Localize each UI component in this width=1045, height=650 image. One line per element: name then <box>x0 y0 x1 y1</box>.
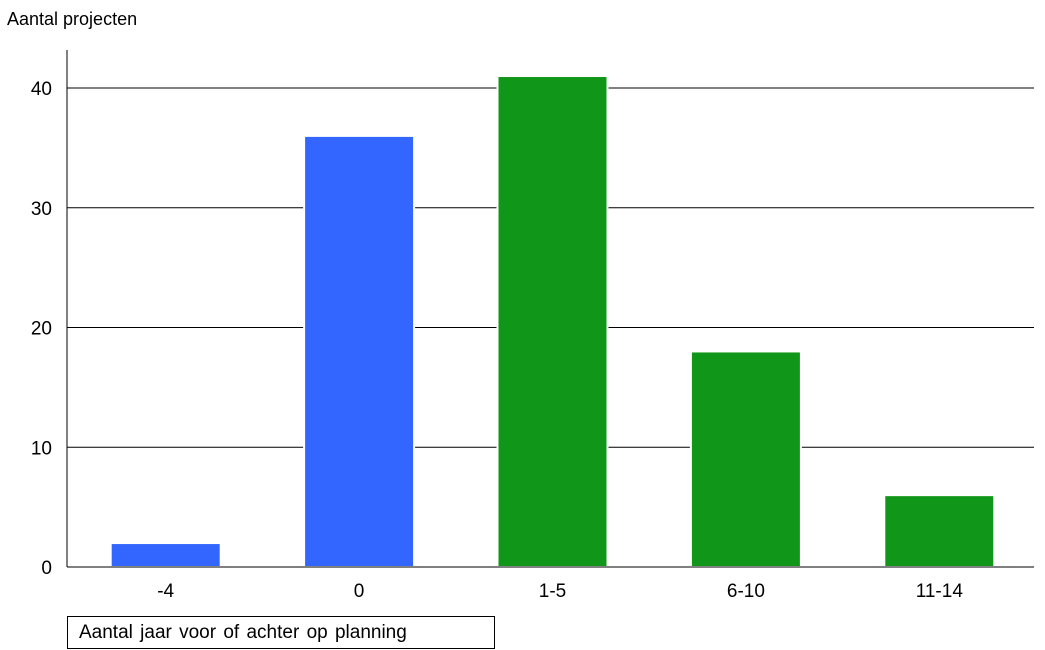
y-tick-label: 20 <box>31 319 52 340</box>
y-tick-labels: 0 10 20 30 40 <box>31 79 52 579</box>
bar-chart: 0 10 20 30 40 -4 0 1-5 6-10 11-14 <box>31 50 1034 602</box>
bar-11-14 <box>883 494 996 568</box>
bar-0 <box>303 134 416 568</box>
x-tick-labels: -4 0 1-5 6-10 11-14 <box>157 581 963 602</box>
x-tick-label: 11-14 <box>916 581 964 602</box>
y-tick-label: 0 <box>41 558 52 579</box>
bar--4 <box>109 542 222 568</box>
y-tick-label: 40 <box>31 79 52 100</box>
x-tick-label: 1-5 <box>539 581 566 602</box>
y-tick-label: 30 <box>31 199 52 220</box>
x-tick-label: 0 <box>354 581 365 602</box>
bar-6-10 <box>689 350 802 569</box>
bar-1-5 <box>496 75 609 569</box>
axes <box>66 50 1034 568</box>
y-tick-label: 10 <box>31 438 52 459</box>
y-axis-label: Aantal projecten <box>7 9 138 29</box>
x-tick-label: -4 <box>157 581 174 602</box>
x-axis-label: Aantal jaar voor of achter op planning <box>67 616 495 649</box>
bars <box>109 75 996 569</box>
x-tick-label: 6-10 <box>727 581 765 602</box>
